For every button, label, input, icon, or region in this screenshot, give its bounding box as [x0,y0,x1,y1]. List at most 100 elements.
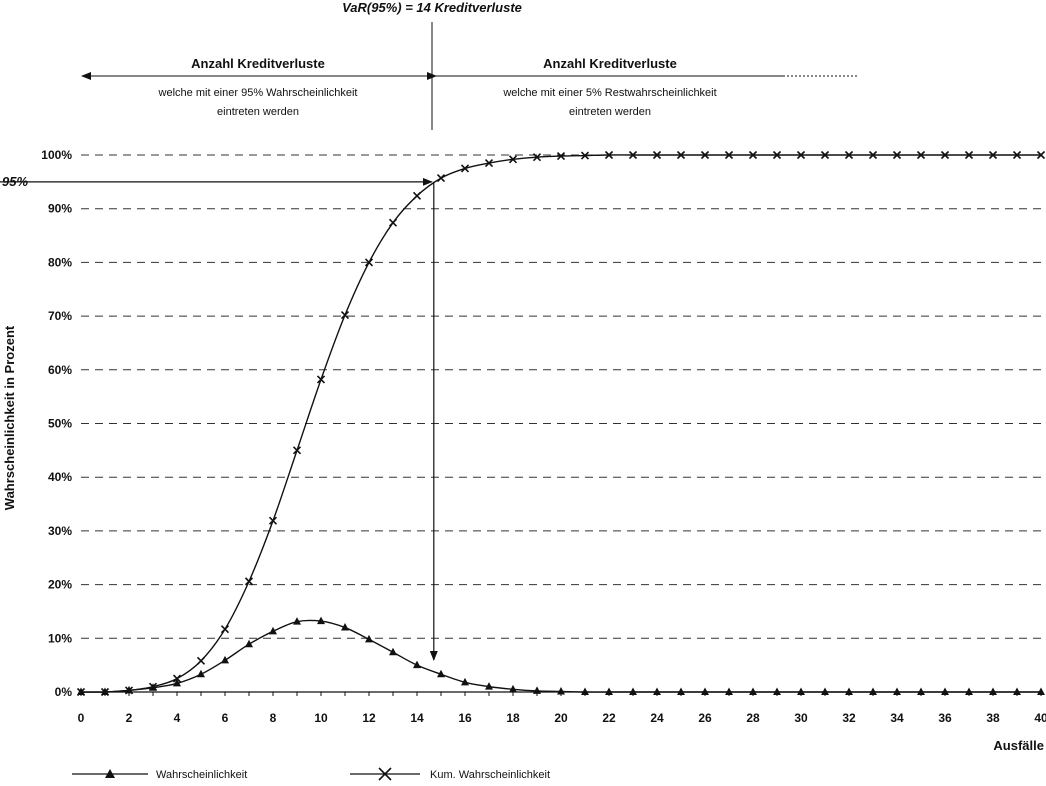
legend: Wahrscheinlichkeit Kum. Wahrscheinlichke… [72,767,550,781]
data-point-wahrscheinlichkeit [317,616,325,625]
data-point-kum-wahrscheinlichkeit [364,258,374,267]
legend-x-marker [378,767,392,781]
right-range-subtext-2: eintreten werden [569,106,651,118]
data-point-wahrscheinlichkeit [917,687,925,695]
data-point-kum-wahrscheinlichkeit [484,158,494,168]
data-point-wahrscheinlichkeit [461,677,469,686]
data-point-kum-wahrscheinlichkeit [796,150,806,160]
right-range-heading: Anzahl Kreditverluste [543,56,677,71]
data-point-kum-wahrscheinlichkeit [412,191,422,200]
data-point-kum-wahrscheinlichkeit [964,150,974,160]
x-tick-label: 12 [362,711,376,725]
data-point-kum-wahrscheinlichkeit [844,150,854,160]
data-point-wahrscheinlichkeit [845,687,853,695]
left-range-subtext-1: welche mit einer 95% Wahrscheinlichkeit [158,87,358,99]
data-point-wahrscheinlichkeit [245,639,253,648]
legend-label-kum: Kum. Wahrscheinlichkeit [430,769,550,781]
data-point-kum-wahrscheinlichkeit [172,674,182,683]
x-axis-label: Ausfälle [993,738,1044,753]
x-tick-label: 28 [746,711,760,725]
x-tick-label: 8 [270,711,277,725]
y-tick-label: 20% [48,578,72,592]
data-point-wahrscheinlichkeit [197,669,205,678]
data-point-kum-wahrscheinlichkeit [748,150,758,160]
data-point-kum-wahrscheinlichkeit [436,174,446,183]
data-point-wahrscheinlichkeit [221,655,229,664]
x-tick-label: 22 [602,711,616,725]
data-point-wahrscheinlichkeit [749,687,757,695]
data-point-wahrscheinlichkeit [965,687,973,695]
data-point-kum-wahrscheinlichkeit [268,516,278,525]
data-point-wahrscheinlichkeit [365,634,373,643]
data-point-kum-wahrscheinlichkeit [340,310,350,320]
x-tick-label: 38 [986,711,1000,725]
data-point-wahrscheinlichkeit [437,669,445,678]
data-point-kum-wahrscheinlichkeit [460,164,470,173]
data-point-kum-wahrscheinlichkeit [940,150,950,160]
x-tick-label: 6 [222,711,229,725]
data-point-wahrscheinlichkeit [533,686,541,694]
y-tick-label: 50% [48,417,72,431]
y-tick-label: 100% [41,148,72,162]
data-point-wahrscheinlichkeit [1013,687,1021,695]
data-point-kum-wahrscheinlichkeit [916,150,926,160]
y-tick-label: 80% [48,255,72,269]
var-title: VaR(95%) = 14 Kreditverluste [342,0,522,15]
data-point-kum-wahrscheinlichkeit [76,687,86,697]
data-point-wahrscheinlichkeit [485,682,493,690]
x-tick-label: 24 [650,711,664,725]
right-range-subtext-1: welche mit einer 5% Restwahrscheinlichke… [502,87,716,99]
data-point-wahrscheinlichkeit [605,687,613,695]
y-axis-label: Wahrscheinlichkeit in Prozent [2,325,17,510]
x-tick-label: 16 [458,711,472,725]
data-point-wahrscheinlichkeit [509,684,517,693]
series-line-kum-wahrscheinlichkeit [80,154,1041,693]
x-tick-label: 18 [506,711,520,725]
data-point-kum-wahrscheinlichkeit [316,375,326,384]
legend-label-wahrscheinlichkeit: Wahrscheinlichkeit [156,769,247,781]
data-point-kum-wahrscheinlichkeit [580,151,590,160]
data-point-wahrscheinlichkeit [173,678,181,687]
y-tick-label: 30% [48,524,72,538]
y-tick-label: 90% [48,202,72,216]
data-point-kum-wahrscheinlichkeit [604,150,614,160]
data-point-kum-wahrscheinlichkeit [1012,150,1022,160]
y-tick-label: 60% [48,363,72,377]
data-point-wahrscheinlichkeit [557,686,565,695]
x-tick-label: 20 [554,711,568,725]
data-point-kum-wahrscheinlichkeit [148,682,158,691]
data-point-wahrscheinlichkeit [653,687,661,695]
data-point-kum-wahrscheinlichkeit [700,150,710,160]
x-tick-label: 36 [938,711,952,725]
data-point-kum-wahrscheinlichkeit [244,577,254,586]
data-point-wahrscheinlichkeit [581,687,589,695]
data-point-kum-wahrscheinlichkeit [532,153,542,162]
data-point-wahrscheinlichkeit [725,687,733,695]
data-point-kum-wahrscheinlichkeit [892,150,902,160]
data-point-kum-wahrscheinlichkeit [724,150,734,160]
data-point-kum-wahrscheinlichkeit [220,625,230,634]
data-point-wahrscheinlichkeit [629,687,637,695]
x-tick-label: 0 [78,711,85,725]
data-point-kum-wahrscheinlichkeit [508,155,518,164]
data-point-kum-wahrscheinlichkeit [772,150,782,160]
data-point-wahrscheinlichkeit [677,687,685,695]
y-tick-label: 10% [48,631,72,645]
x-tick-label: 4 [174,711,181,725]
data-point-kum-wahrscheinlichkeit [676,150,686,160]
x-tick-label: 34 [890,711,904,725]
data-point-wahrscheinlichkeit [389,647,397,656]
data-point-wahrscheinlichkeit [413,660,421,669]
data-point-kum-wahrscheinlichkeit [388,218,398,227]
data-point-kum-wahrscheinlichkeit [556,152,566,161]
data-point-kum-wahrscheinlichkeit [124,686,134,695]
x-tick-label: 32 [842,711,856,725]
data-point-wahrscheinlichkeit [773,687,781,695]
data-point-wahrscheinlichkeit [989,687,997,695]
data-point-kum-wahrscheinlichkeit [988,150,998,160]
data-point-kum-wahrscheinlichkeit [868,150,878,160]
data-point-wahrscheinlichkeit [893,687,901,695]
x-tick-label: 2 [126,711,133,725]
legend-triangle-marker [105,769,115,778]
